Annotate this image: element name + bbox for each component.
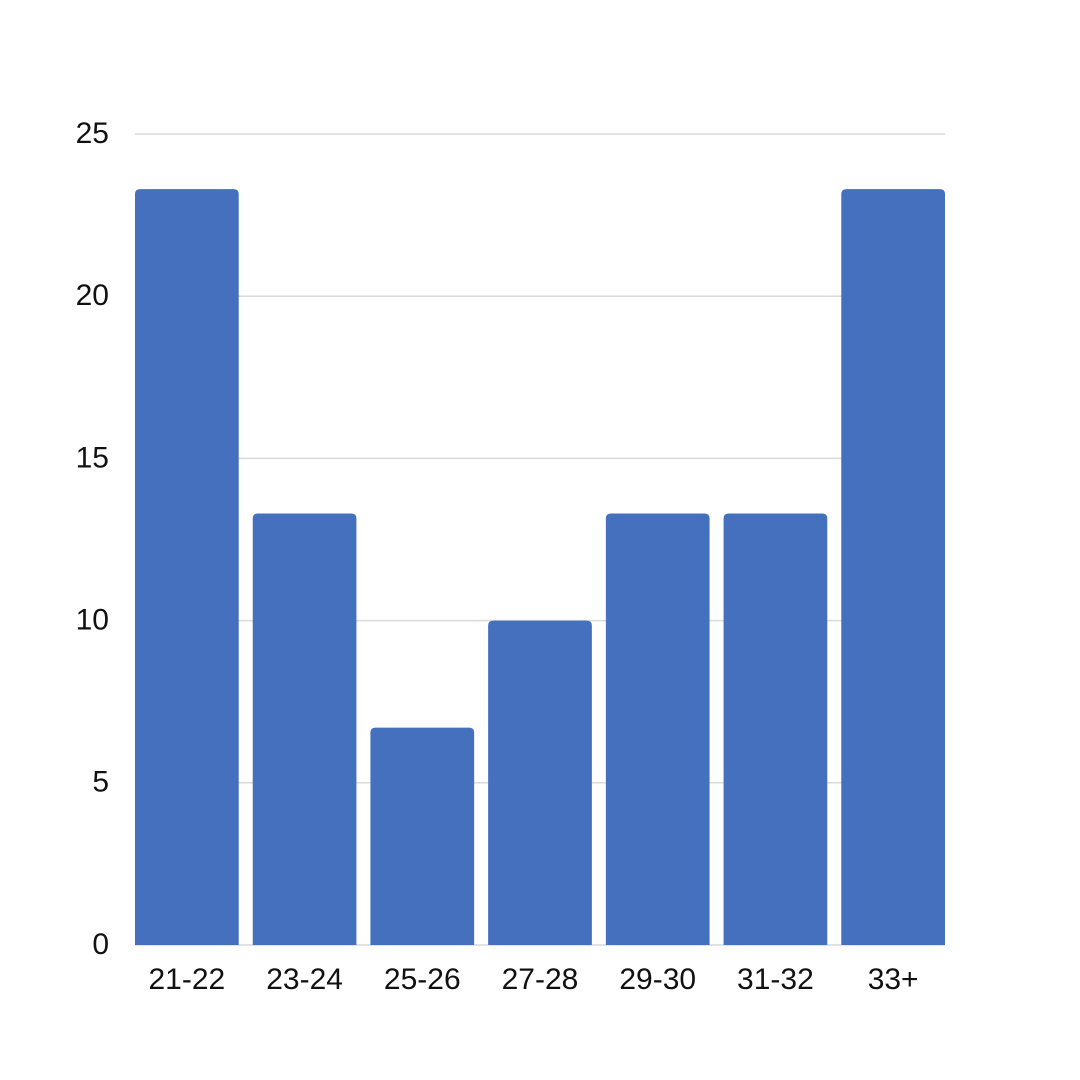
bar <box>723 513 828 945</box>
x-tick-label: 25-26 <box>384 963 461 996</box>
bar <box>488 620 592 945</box>
bar <box>605 513 710 945</box>
x-tick-label: 23-24 <box>266 963 343 996</box>
bar <box>370 727 475 945</box>
x-tick-label: 33+ <box>868 963 919 996</box>
y-tick-label: 10 <box>76 604 109 637</box>
bar <box>135 189 239 945</box>
bar <box>252 513 357 945</box>
y-tick-label: 25 <box>76 117 109 150</box>
y-tick-label: 20 <box>76 279 109 312</box>
y-tick-label: 5 <box>92 766 109 799</box>
x-tick-label: 29-30 <box>619 963 696 996</box>
x-tick-label: 31-32 <box>737 963 814 996</box>
x-tick-label: 21-22 <box>148 963 225 996</box>
bar <box>841 189 945 945</box>
y-tick-label: 0 <box>92 928 109 961</box>
y-tick-label: 15 <box>76 441 109 474</box>
x-tick-label: 27-28 <box>502 963 579 996</box>
